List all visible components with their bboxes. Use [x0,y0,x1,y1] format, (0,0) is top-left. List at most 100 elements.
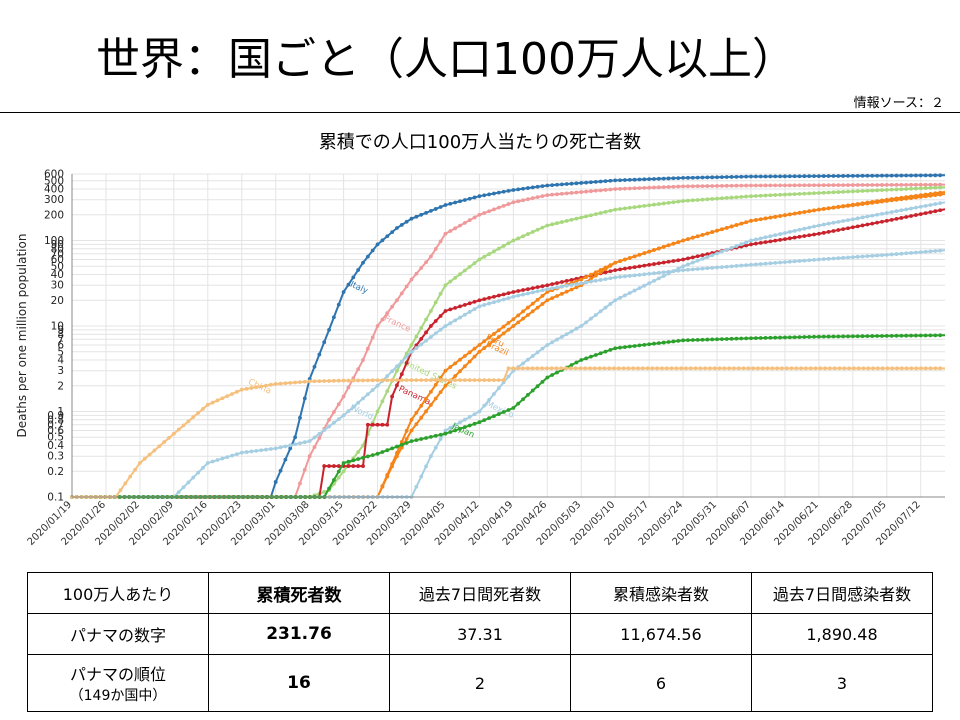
data-point [414,214,419,219]
data-point [361,260,365,265]
data-point [729,336,734,341]
data-point [278,468,283,473]
y-tick-label: 0.8 [47,414,64,426]
data-point [433,396,438,401]
data-point [370,453,375,458]
data-point [569,329,574,334]
data-point [458,223,462,228]
data-point [550,282,555,287]
data-point [618,345,622,350]
data-point [535,297,540,302]
data-point [501,410,506,414]
data-point [521,198,525,203]
data-point [283,444,288,449]
data-point [429,389,433,394]
data-point [918,182,923,187]
data-point [608,269,613,274]
data-point [763,193,768,198]
data-point [734,264,739,268]
data-point [215,398,220,403]
data-point [409,417,414,422]
data-point [923,192,928,197]
data-point [409,277,414,282]
data-point [453,275,458,280]
data-point [768,239,773,244]
table-row: パナマの順位 （149か国中） 16 2 6 3 [27,654,933,712]
data-point [666,200,671,205]
panama-stats-table: 100万人あたり 累積死者数 過去7日間死者数 累積感染者数 過去7日間感染者数… [27,572,933,712]
data-point [715,337,719,342]
data-point [909,173,913,178]
y-tick-label: 600 [44,169,64,181]
data-point [880,253,884,258]
data-point [855,173,860,178]
data-point [775,366,780,371]
data-point [361,378,365,383]
data-point [597,366,602,371]
data-point [239,387,244,392]
data-point [870,188,875,193]
data-point [424,464,428,469]
data-point [836,256,841,261]
data-point [235,452,239,457]
data-point [686,338,690,343]
data-point [501,297,506,302]
data-point [870,221,875,226]
data-point [647,342,652,347]
data-point [230,392,234,396]
data-point [938,201,943,206]
data-point [623,178,627,182]
data-point [472,261,477,266]
data-point [744,243,749,248]
data-point [904,195,909,200]
data-point [332,315,336,320]
data-point [715,184,719,188]
data-point [860,223,865,228]
data-point [710,230,715,234]
data-point [433,247,438,251]
data-point [860,183,865,187]
data-point [729,245,734,250]
data-point [477,194,482,199]
data-point [365,254,370,259]
data-point [744,263,749,268]
data-point [511,290,516,294]
data-point [448,365,453,369]
data-point [923,182,928,187]
data-point [249,449,254,454]
data-point [802,191,807,196]
data-point [744,174,749,179]
data-point [535,289,540,294]
data-point [569,363,574,367]
data-point [424,260,428,265]
data-point [603,270,608,275]
data-point [506,408,511,412]
data-point [332,464,336,468]
data-point [807,258,812,263]
data-point [521,397,525,402]
data-point [618,259,622,264]
data-point [909,366,914,371]
data-point [244,450,249,454]
data-point [526,305,530,310]
data-point [758,183,763,188]
y-axis-label: Deaths per one million population [15,234,29,438]
data-point [928,191,933,196]
data-point [778,214,782,218]
data-point [176,427,181,432]
data-point [831,183,836,188]
data-point [414,271,419,276]
data-point [380,450,385,454]
data-point [322,379,327,383]
data-point [783,260,787,265]
data-point [496,190,501,195]
data-point [705,255,710,259]
data-point [724,225,729,230]
data-point [511,294,516,299]
data-point [821,230,826,235]
data-point [593,313,598,317]
data-point [336,464,341,468]
data-point [395,364,399,369]
data-point [482,254,487,259]
data-point [579,358,584,362]
